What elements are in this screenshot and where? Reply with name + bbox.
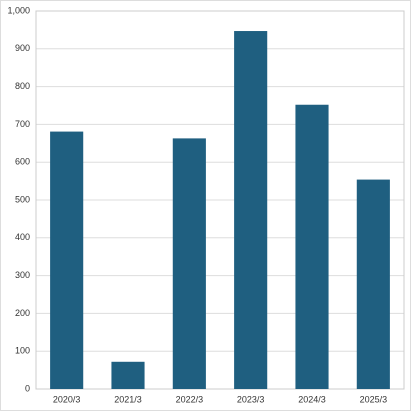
x-tick-label: 2020/3	[53, 394, 81, 404]
bar	[111, 361, 145, 389]
bar	[234, 31, 268, 390]
y-tick-label: 400	[15, 232, 30, 242]
bar	[172, 138, 206, 389]
y-tick-label: 600	[15, 157, 30, 167]
y-tick-label: 100	[15, 346, 30, 356]
x-tick-label: 2023/3	[237, 394, 265, 404]
x-tick-label: 2022/3	[176, 394, 204, 404]
x-tick-label: 2025/3	[360, 394, 388, 404]
y-tick-label: 300	[15, 270, 30, 280]
bar	[356, 179, 390, 389]
y-tick-label: 500	[15, 194, 30, 204]
x-tick-label: 2021/3	[114, 394, 142, 404]
bar	[295, 104, 329, 389]
y-tick-label: 1,000	[7, 5, 30, 15]
y-tick-label: 900	[15, 43, 30, 53]
x-tick-label: 2024/3	[298, 394, 326, 404]
plot-frame	[35, 10, 405, 390]
bar	[50, 131, 84, 389]
y-tick-label: 700	[15, 119, 30, 129]
y-tick-label: 200	[15, 308, 30, 318]
y-tick-label: 800	[15, 81, 30, 91]
y-tick-label: 0	[25, 383, 30, 393]
